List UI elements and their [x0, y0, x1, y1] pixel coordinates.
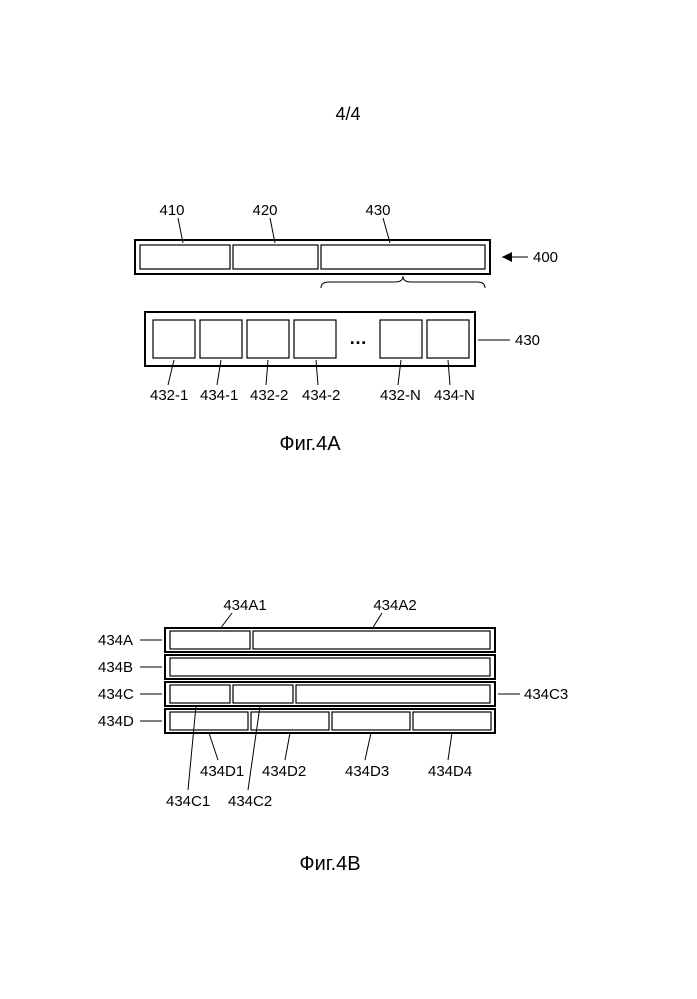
cell-434-1 [200, 320, 242, 358]
cell-432-n [380, 320, 422, 358]
lead-434C1 [188, 706, 196, 790]
label-430-right: 430 [515, 332, 540, 349]
pointer-400: 400 [502, 249, 558, 266]
cell-434C3 [296, 685, 490, 703]
lead-434-1 [217, 360, 221, 385]
lead-434D2 [285, 733, 290, 760]
lead-434A2 [372, 613, 382, 629]
lead-434-2 [316, 360, 318, 385]
label-434C: 434C [98, 686, 134, 703]
fig-4a: 410 420 430 400 … 430 432-1 434-1 432- [135, 202, 558, 455]
cell-430 [321, 245, 485, 269]
label-434A: 434A [98, 632, 133, 649]
lead-434D4 [448, 733, 452, 760]
label-410: 410 [159, 202, 184, 219]
label-434D1: 434D1 [200, 763, 244, 780]
caption-4b: Фиг.4B [299, 853, 360, 875]
cell-434B [170, 658, 490, 676]
lead-432-2 [266, 360, 268, 385]
cell-432-2 [247, 320, 289, 358]
label-434-2: 434-2 [302, 387, 340, 404]
brace-430 [321, 276, 485, 288]
label-434-n: 434-N [434, 387, 475, 404]
cell-434D3 [332, 712, 410, 730]
cell-434A1 [170, 631, 250, 649]
cell-434-n [427, 320, 469, 358]
lead-434C2 [248, 706, 260, 790]
label-420: 420 [252, 202, 277, 219]
label-434D: 434D [98, 713, 134, 730]
cell-434A2 [253, 631, 490, 649]
page-number: 4/4 [335, 104, 360, 124]
label-400: 400 [533, 249, 558, 266]
lead-434D3 [365, 733, 371, 760]
label-432-2: 432-2 [250, 387, 288, 404]
label-430-top: 430 [365, 202, 390, 219]
label-434-1: 434-1 [200, 387, 238, 404]
label-434C2: 434C2 [228, 793, 272, 810]
caption-4a: Фиг.4A [279, 433, 341, 455]
cell-434D2 [251, 712, 329, 730]
cell-410 [140, 245, 230, 269]
cell-432-1 [153, 320, 195, 358]
label-432-1: 432-1 [150, 387, 188, 404]
ellipsis: … [349, 328, 367, 348]
label-434D2: 434D2 [262, 763, 306, 780]
cell-434D1 [170, 712, 248, 730]
cell-420 [233, 245, 318, 269]
label-434B: 434B [98, 659, 133, 676]
label-432-n: 432-N [380, 387, 421, 404]
label-434D3: 434D3 [345, 763, 389, 780]
label-434D4: 434D4 [428, 763, 472, 780]
lead-434A1 [220, 613, 232, 629]
figure-sheet: 4/4 410 420 430 400 … 430 [0, 0, 697, 999]
label-434C3: 434C3 [524, 686, 568, 703]
label-434A1: 434A1 [223, 597, 266, 614]
lead-432-1 [168, 360, 174, 385]
label-434C1: 434C1 [166, 793, 210, 810]
cell-434C2 [233, 685, 293, 703]
lead-432-n [398, 360, 401, 385]
cell-434-2 [294, 320, 336, 358]
cell-434D4 [413, 712, 491, 730]
lead-434-n [448, 360, 450, 385]
fig-4b: 434A 434B 434C 434D 434C3 434A1 434A2 43… [98, 597, 568, 875]
label-434A2: 434A2 [373, 597, 416, 614]
cell-434C1 [170, 685, 230, 703]
lead-434D1 [209, 733, 218, 760]
